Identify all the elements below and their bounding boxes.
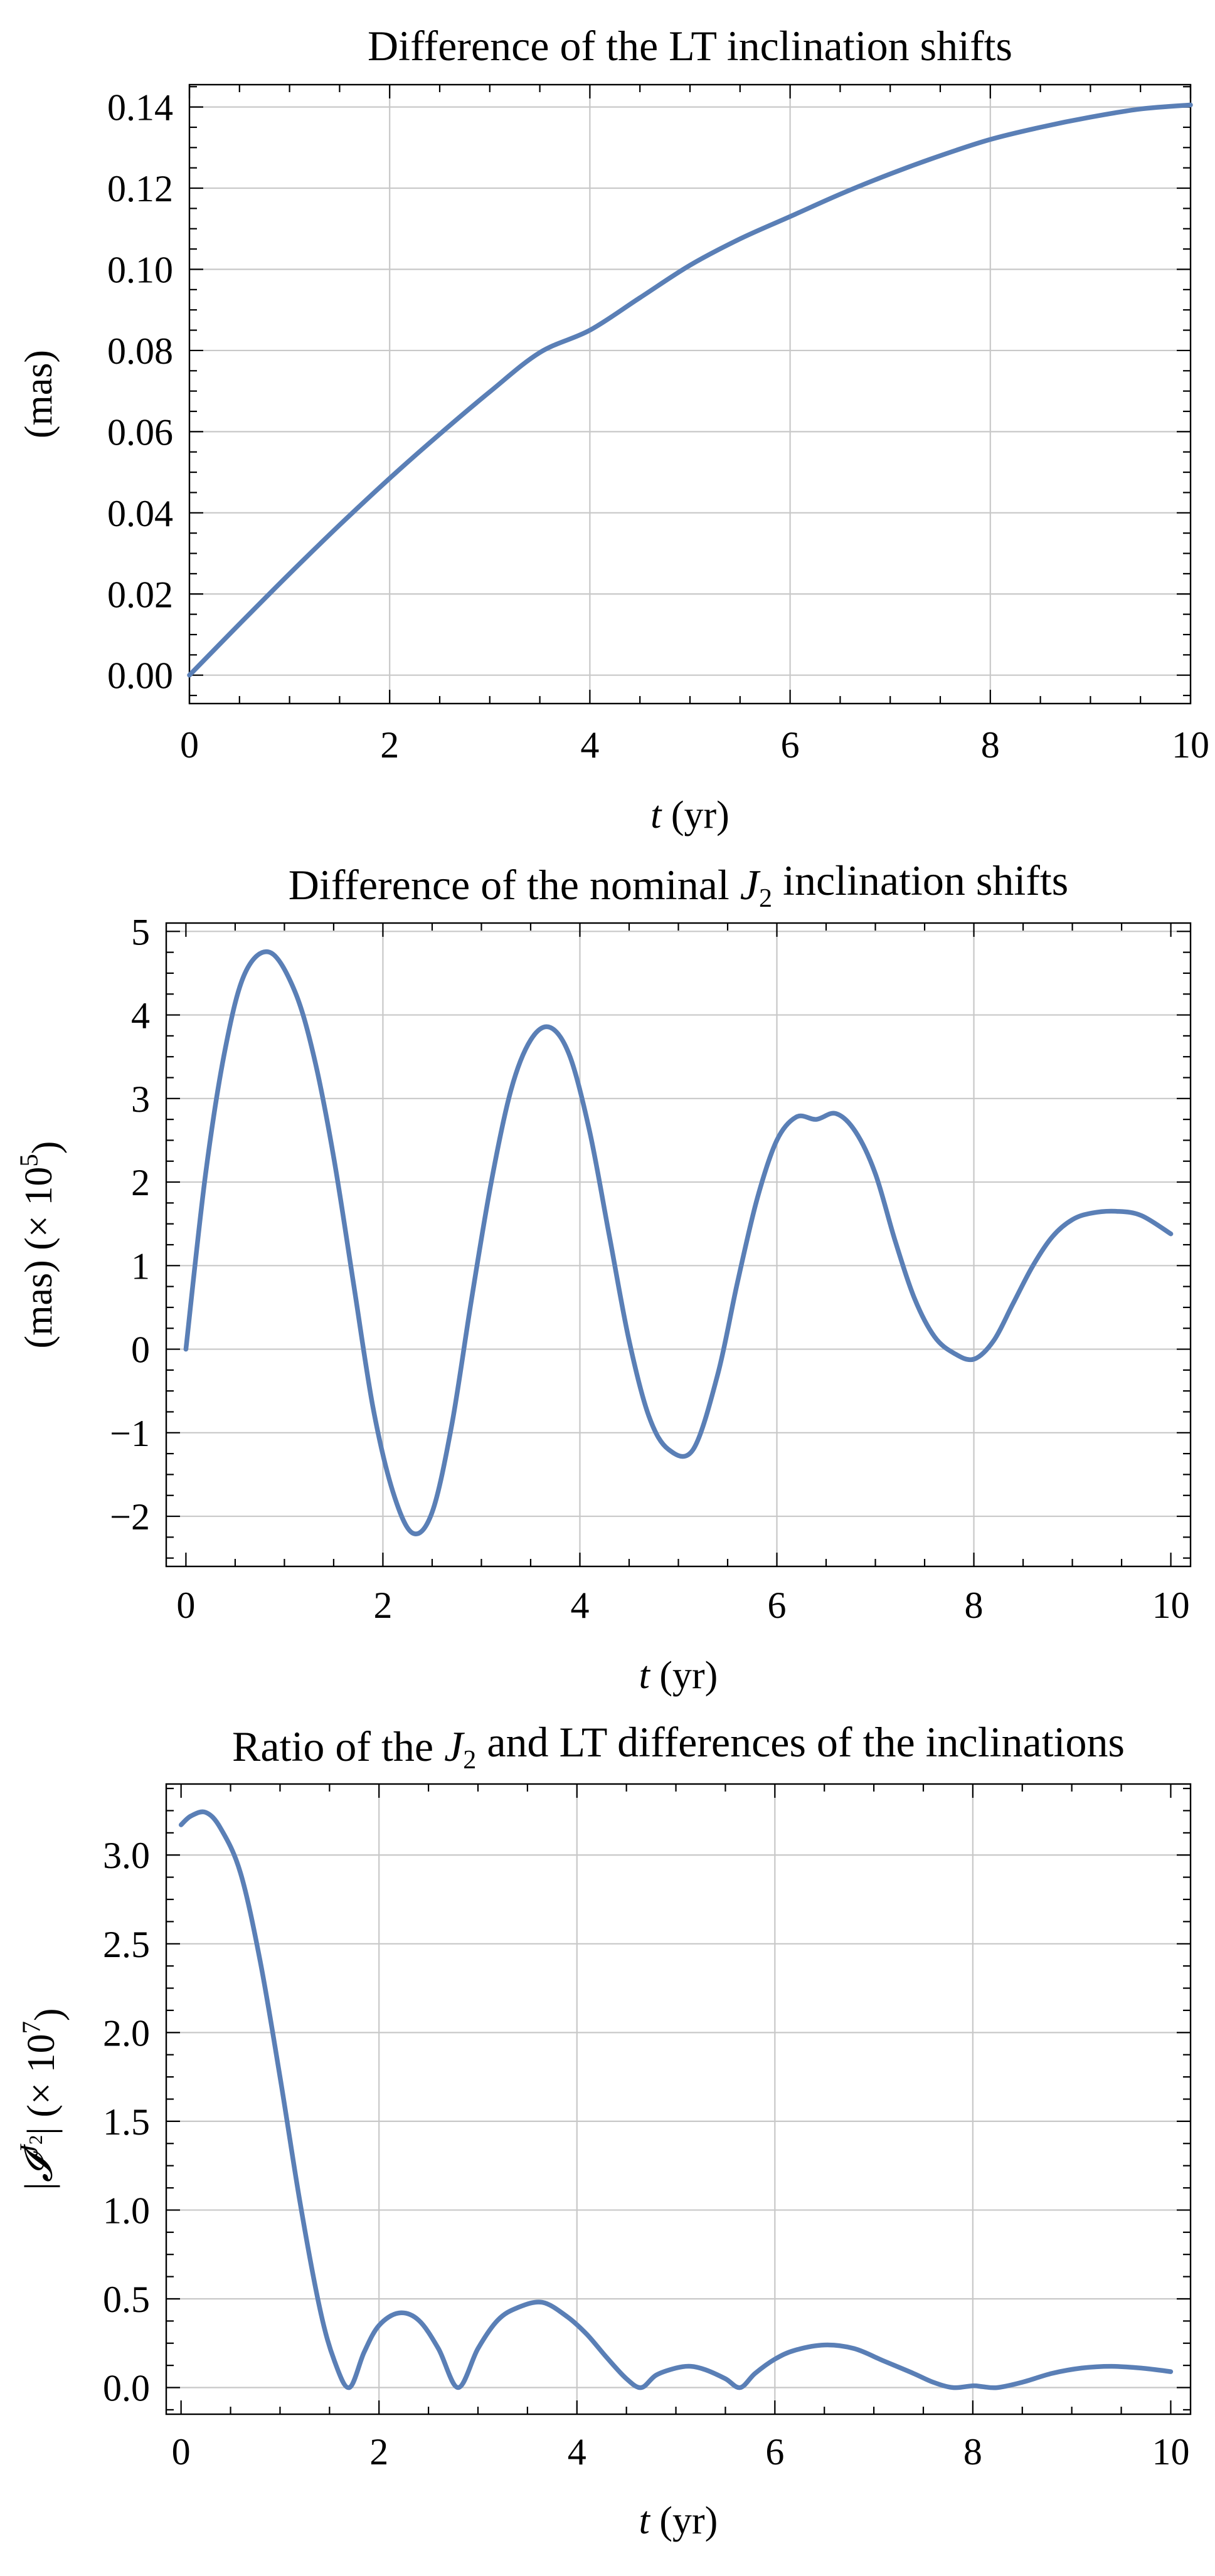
y-tick-label: 0.08	[107, 330, 173, 372]
x-tick-label: 2	[380, 724, 399, 766]
y-axis-label: (mas)	[18, 350, 60, 438]
y-tick-label: −1	[110, 1413, 150, 1454]
x-axis-label-part: (yr)	[650, 2499, 718, 2542]
y-tick-label: 0.02	[107, 574, 173, 615]
y-tick-label: 0	[131, 1329, 150, 1371]
y-tick-label: −2	[110, 1496, 150, 1538]
chart-title: Difference of the nominal J2 inclination…	[289, 857, 1068, 913]
y-axis-label-part: )	[25, 1141, 68, 1154]
chart-2: 0 2 4 6 8 10 −2 −1 0 1 2 3 4 5 Difference of the nomin…	[14, 857, 1192, 1697]
y-tick-label: 0.0	[103, 2368, 150, 2409]
series-line	[187, 102, 1193, 678]
y-axis-label-part: | (× 10	[20, 2034, 63, 2135]
y-tick-label: 3.0	[103, 1835, 150, 1876]
x-axis-label-part: t	[650, 794, 662, 837]
y-axis-label-part: 2	[24, 2135, 46, 2145]
y-axis-label-part: )	[27, 2008, 70, 2021]
chart-title-part: Difference of the LT inclination shifts	[368, 22, 1012, 70]
plot-frame	[165, 1783, 1192, 2415]
y-axis-label-part: J	[14, 2143, 43, 2156]
chart-3: 0 2 4 6 8 10 0.0 0.5 1.0 1.5 2.0 2.5 3.0 Ratio of the…	[14, 1718, 1192, 2542]
y-axis-label-part: |	[18, 2182, 60, 2190]
x-tick-label: 8	[963, 2431, 982, 2473]
x-tick-label: 2	[373, 1585, 392, 1626]
y-tick-label: 5	[131, 911, 150, 953]
x-tick-label: 0	[180, 724, 199, 766]
y-tick-label: 0.00	[107, 655, 173, 697]
x-tick-label: 8	[965, 1585, 984, 1626]
chart-title-part: inclination shifts	[772, 857, 1068, 904]
x-tick-label: 6	[768, 1585, 787, 1626]
y-axis-label: |𝓘J2| (× 107)	[14, 2008, 70, 2190]
x-tick-label: 4	[568, 2431, 586, 2473]
series-line	[178, 1809, 1174, 2390]
y-tick-label: 2.5	[103, 1924, 150, 1965]
x-tick-label: 6	[781, 724, 800, 766]
y-axis-label-part: (mas)	[18, 350, 60, 438]
y-tick-label: 1	[131, 1245, 150, 1287]
x-tick-label: 4	[580, 724, 599, 766]
plot-frame	[165, 922, 1192, 1568]
x-tick-label: 10	[1152, 2431, 1189, 2473]
y-tick-label: 0.5	[103, 2279, 150, 2320]
x-tick-label: 6	[765, 2431, 784, 2473]
x-axis-label: t (yr)	[639, 2499, 718, 2542]
y-tick-label: 0.10	[107, 249, 173, 290]
plot-frame	[188, 83, 1192, 705]
x-axis-label-part: t	[639, 2499, 651, 2542]
x-axis-label-part: (yr)	[661, 794, 729, 837]
y-tick-label: 1.5	[103, 2101, 150, 2143]
y-axis-label-part: 5	[14, 1154, 43, 1166]
y-tick-label: 0.14	[107, 87, 173, 129]
x-tick-label: 8	[981, 724, 1000, 766]
y-tick-label: 4	[131, 995, 150, 1037]
chart-title-part: 2	[759, 884, 772, 913]
x-tick-label: 0	[176, 1585, 195, 1626]
chart-title-part: J	[444, 1723, 465, 1770]
chart-title: Ratio of the J2 and LT differences of th…	[232, 1718, 1125, 1775]
x-axis-label: t (yr)	[639, 1654, 718, 1697]
y-axis-label-part: 7	[17, 2021, 45, 2034]
y-tick-label: 0.04	[107, 493, 173, 534]
y-axis-label-part: (mas) (× 10	[18, 1167, 60, 1349]
y-axis-label: (mas) (× 105)	[14, 1141, 67, 1349]
x-tick-label: 10	[1152, 1585, 1190, 1626]
y-tick-label: 3	[131, 1079, 150, 1120]
x-tick-label: 10	[1172, 724, 1209, 766]
x-axis-label-part: (yr)	[650, 1654, 718, 1697]
x-axis-label: t (yr)	[650, 794, 730, 837]
chart-title-part: 2	[463, 1745, 476, 1775]
chart-1: 0 2 4 6 8 10 0.00 0.02 0.04 0.06 0.08 0.10 0.12 0.14 D…	[18, 22, 1209, 837]
x-tick-label: 4	[570, 1585, 589, 1626]
chart-title-part: Ratio of the	[232, 1723, 444, 1770]
y-tick-label: 1.0	[103, 2190, 150, 2231]
x-tick-label: 0	[172, 2431, 191, 2473]
x-axis-label-part: t	[639, 1654, 651, 1697]
chart-title-part: J	[740, 861, 761, 909]
y-tick-label: 2.0	[103, 2012, 150, 2054]
chart-title-part: Difference of the nominal	[289, 861, 740, 909]
x-tick-label: 2	[369, 2431, 388, 2473]
y-tick-label: 2	[131, 1162, 150, 1203]
y-tick-label: 0.06	[107, 411, 173, 453]
chart-title-part: and LT differences of the inclinations	[476, 1718, 1125, 1766]
chart-title: Difference of the LT inclination shifts	[368, 22, 1012, 70]
series-line	[183, 949, 1174, 1536]
y-tick-label: 0.12	[107, 168, 173, 209]
